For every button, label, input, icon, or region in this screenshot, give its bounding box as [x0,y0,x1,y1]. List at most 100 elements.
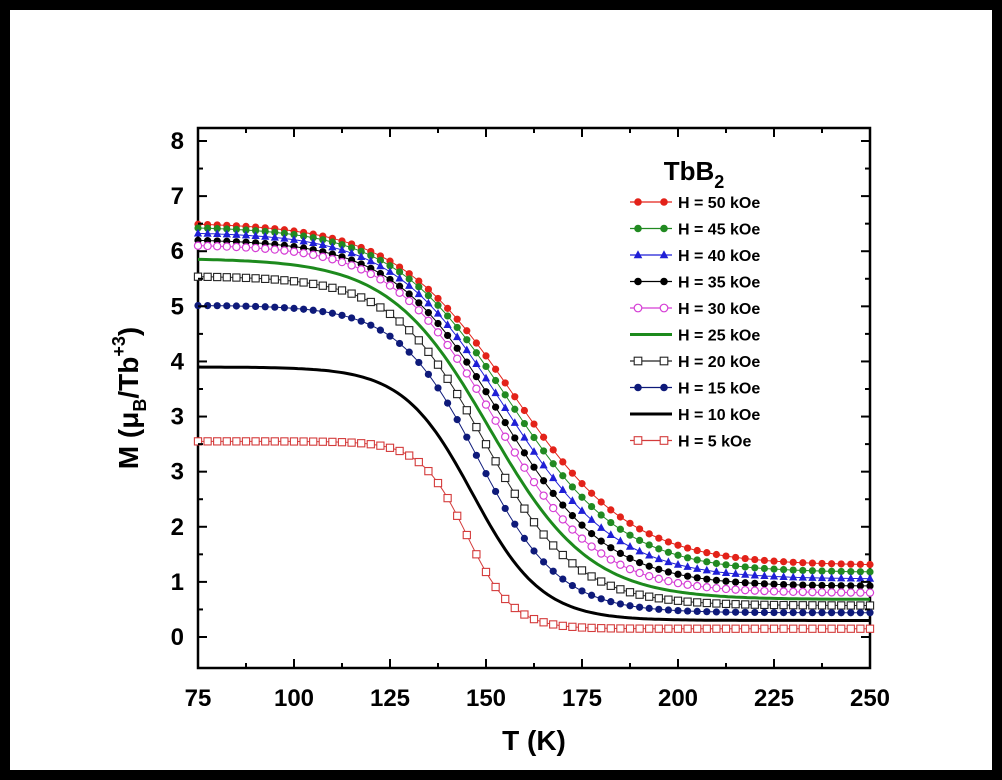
data-point [424,309,432,317]
legend-label: H = 10 kOe [678,407,760,424]
data-point [395,273,404,282]
data-point [636,559,644,567]
data-point [270,245,279,254]
chart-frame: 75 100 125 150 175 200 225 250 0 1 2 3 3 4 5 6 7 8 T (K) … [10,10,992,770]
data-point [444,399,452,407]
data-point [683,624,692,633]
data-point [261,437,270,446]
data-point [319,307,327,316]
data-point [357,439,366,448]
data-point [568,469,577,477]
legend-item: H = 50 kOe [630,195,760,212]
data-point [664,576,673,586]
data-point [625,588,635,597]
data-point [462,345,471,354]
data-point [684,572,692,580]
data-point [856,609,865,617]
data-point [549,567,557,575]
data-point [660,224,668,233]
data-point [433,360,443,369]
data-point [319,236,327,244]
data-point [799,581,807,589]
data-point [396,268,404,276]
data-point [664,624,673,633]
data-point [693,598,702,607]
data-point [721,599,731,609]
data-point [415,299,423,307]
data-point [568,496,577,504]
data-point [760,571,769,580]
data-point [780,608,788,617]
data-point [280,229,288,237]
data-point [444,304,452,312]
data-point [223,302,231,310]
data-point [510,448,519,457]
data-point [659,303,669,313]
data-point [529,614,539,624]
data-point [703,608,711,616]
data-point [347,289,356,298]
legend-label: H = 40 kOe [678,248,760,265]
data-point [260,244,270,253]
data-point [501,419,509,427]
data-point [558,621,567,631]
data-point [751,608,759,617]
data-point [481,567,491,577]
data-point [396,282,404,290]
data-point [405,281,414,289]
data-point [616,525,625,533]
data-point [616,624,625,633]
data-point [453,315,461,323]
data-point [434,301,442,309]
data-point [856,588,865,597]
data-point [660,277,668,286]
data-point [414,457,423,467]
data-point [549,503,558,513]
data-point [530,420,538,428]
data-point [607,544,615,552]
data-point [645,541,653,549]
data-point [520,449,528,457]
legend-item: H = 20 kOe [630,354,760,371]
data-point [769,587,779,596]
data-point [290,304,298,312]
data-point [559,472,567,480]
data-point [732,578,740,586]
data-point [789,572,798,581]
data-point [463,327,471,335]
data-point [337,257,347,267]
data-point [453,332,462,341]
data-point [299,437,308,446]
data-point [568,559,577,568]
data-point [817,624,827,633]
data-point [203,229,212,237]
data-point [779,624,788,633]
data-point [271,228,279,236]
data-point [424,347,433,356]
data-point [367,251,375,260]
legend-item: H = 5 kOe [630,434,751,451]
y-tick-label: 0 [171,624,184,651]
data-point [405,275,413,283]
data-point [847,560,855,568]
y-tick-label: 3 [171,459,184,486]
data-point [568,622,577,631]
data-point [242,302,250,310]
data-point [846,588,856,597]
data-point [540,447,548,455]
data-point [633,250,643,259]
data-point [444,312,452,320]
data-point [847,568,855,576]
data-point [347,261,356,270]
data-point [828,609,836,617]
data-point [770,565,778,573]
axis-layer: 75 100 125 150 175 200 225 250 0 1 2 3 3 4 5 6 7 8 [171,128,890,712]
data-point [376,303,385,312]
data-point [779,587,788,596]
data-point [385,267,395,275]
data-point [846,573,855,582]
data-point [223,225,231,233]
data-point [789,601,798,610]
data-point [530,433,538,442]
data-point [491,582,500,592]
